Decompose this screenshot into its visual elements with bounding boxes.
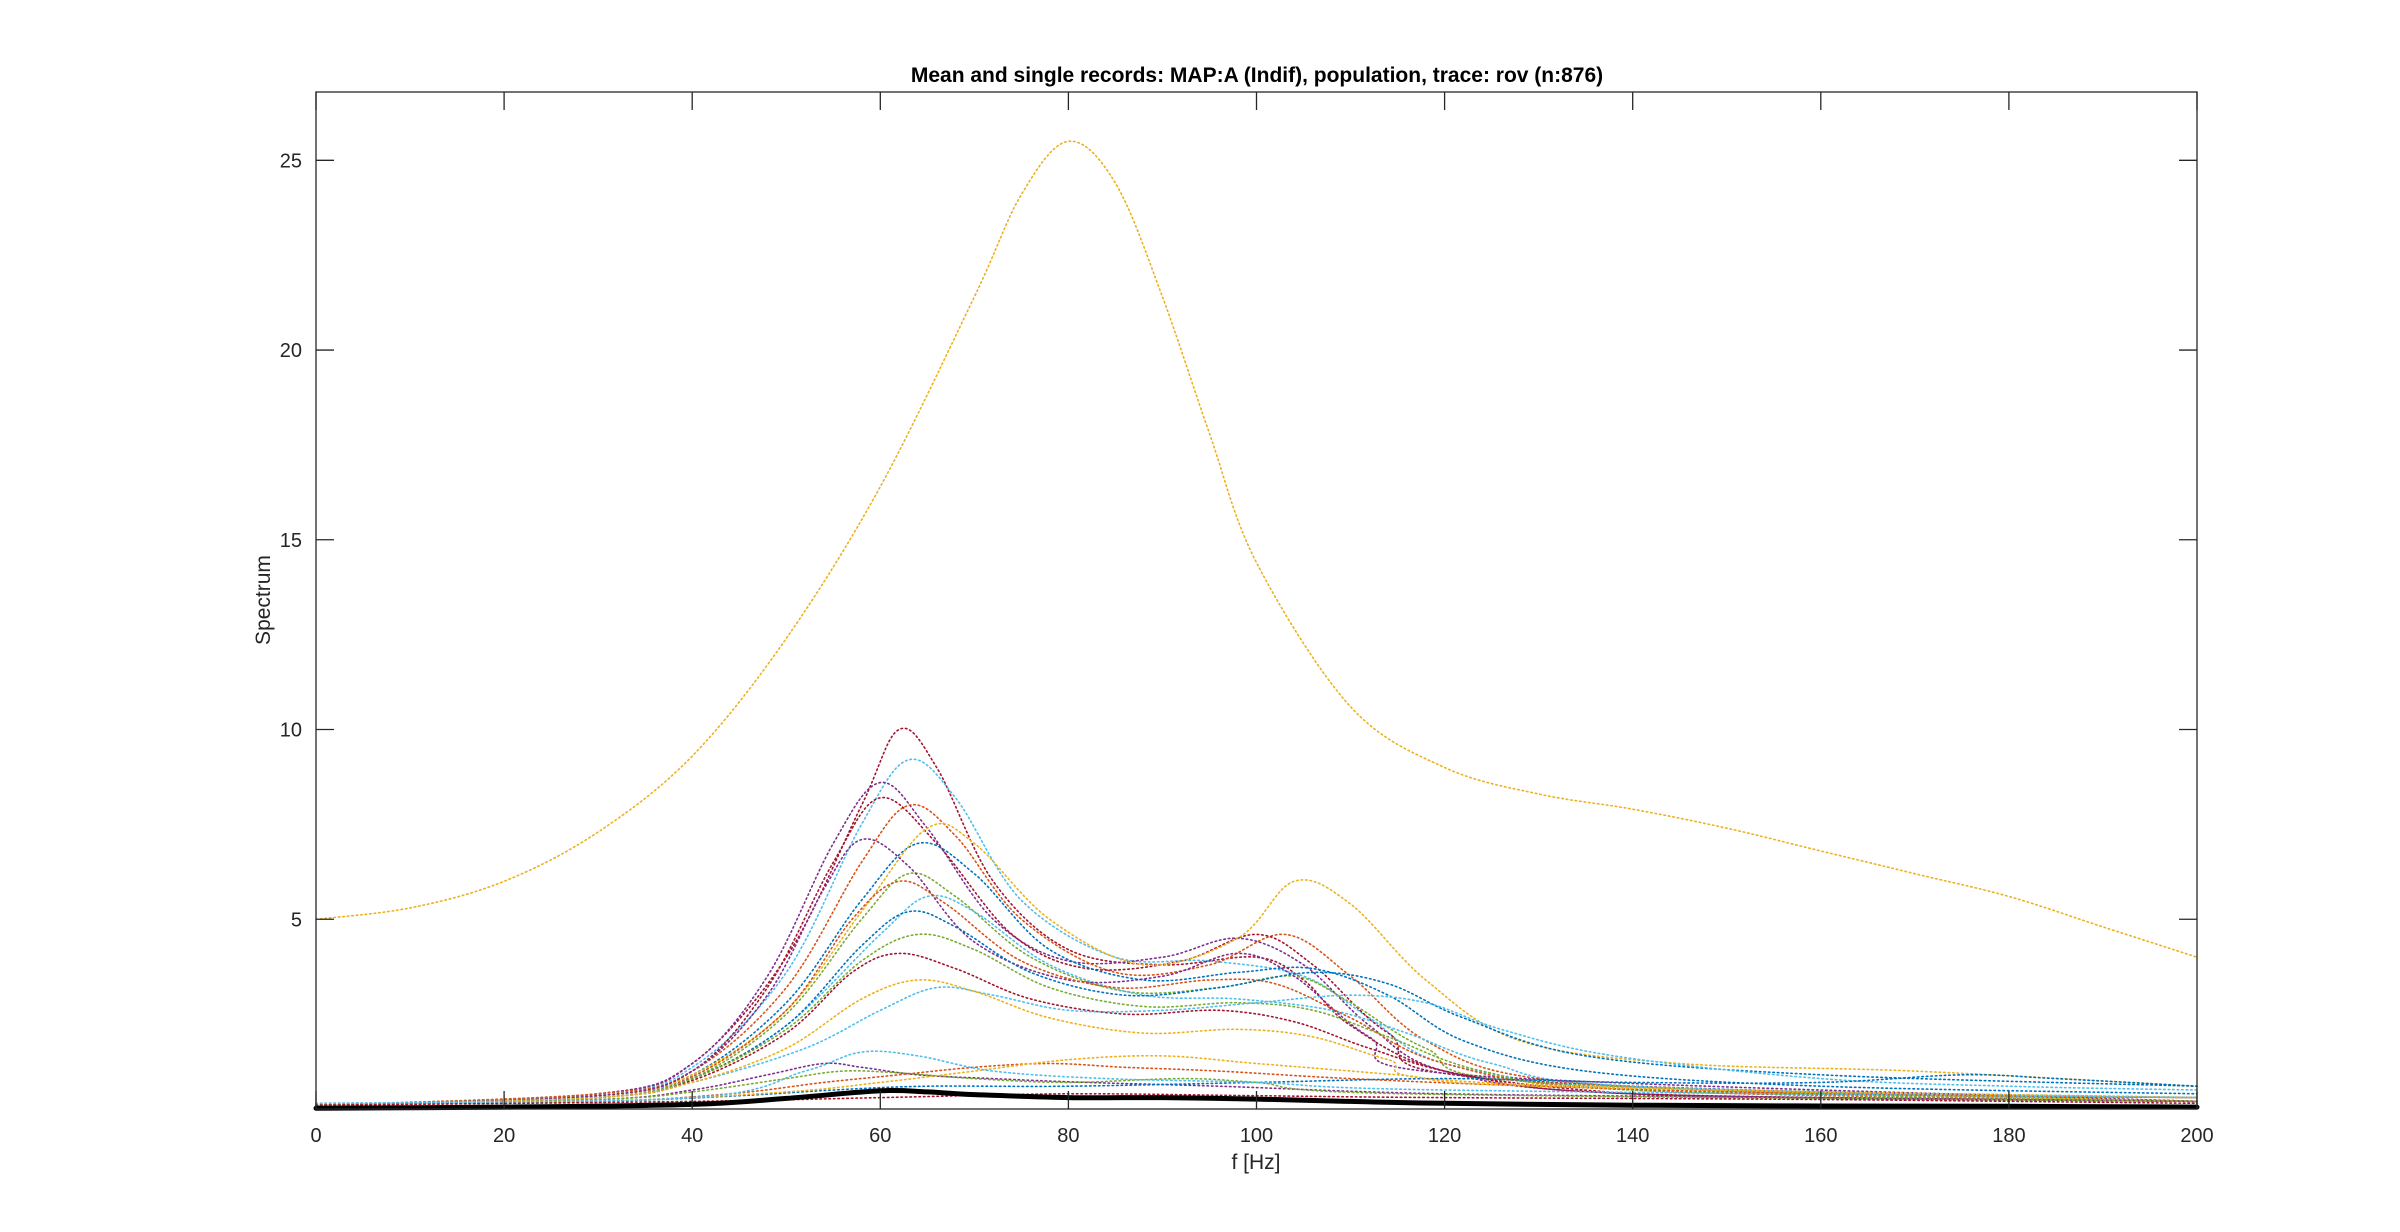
plot-background xyxy=(316,92,2197,1109)
y-axis: 5 10 15 20 25 xyxy=(280,150,2197,931)
y-tick-label: 5 xyxy=(291,909,302,931)
record-line-12 xyxy=(315,880,2198,1106)
x-axis: 0 20 40 60 80 100 120 140 160 180 200 xyxy=(310,92,2214,1147)
y-tick-label: 20 xyxy=(280,340,302,362)
x-axis-label: f [Hz] xyxy=(1231,1151,1280,1174)
y-axis-label: Spectrum xyxy=(252,555,275,645)
x-tick-label: 140 xyxy=(1616,1125,1649,1147)
record-line-6 xyxy=(315,796,2198,1106)
record-line-16 xyxy=(315,986,2198,1106)
plot-area: 0 20 40 60 80 100 120 140 160 180 200 5 10 15 20 25 xyxy=(280,91,2214,1147)
record-line-2 xyxy=(315,727,2198,1106)
record-line-1 xyxy=(315,140,2198,958)
record-line-23 xyxy=(315,1050,2198,1105)
record-line-17 xyxy=(315,979,2198,1106)
mean-record xyxy=(313,1087,2200,1111)
record-line-7 xyxy=(315,841,2198,1106)
record-line-9 xyxy=(315,822,2198,1106)
x-tick-label: 60 xyxy=(869,1125,891,1147)
y-tick-label: 10 xyxy=(280,720,302,742)
record-line-11 xyxy=(315,838,2198,1106)
x-tick-label: 180 xyxy=(1992,1125,2025,1147)
x-tick-label: 160 xyxy=(1804,1125,1837,1147)
y-tick-label: 15 xyxy=(280,530,302,552)
record-line-5 xyxy=(315,803,2198,1106)
x-tick-label: 80 xyxy=(1057,1125,1079,1147)
single-records xyxy=(315,140,2198,1106)
record-line-4 xyxy=(315,781,2198,1106)
x-tick-label: 0 xyxy=(310,1125,321,1147)
record-line-3 xyxy=(315,758,2198,1106)
chart-title: Mean and single records: MAP:A (Indif), … xyxy=(911,64,1603,87)
y-tick-label: 25 xyxy=(280,150,302,172)
x-tick-label: 100 xyxy=(1240,1125,1273,1147)
x-tick-label: 200 xyxy=(2180,1125,2213,1147)
record-line-15 xyxy=(315,952,2198,1106)
mean-line xyxy=(313,1087,2200,1111)
x-tick-label: 20 xyxy=(493,1125,515,1147)
x-tick-label: 40 xyxy=(681,1125,703,1147)
record-line-13 xyxy=(315,910,2198,1106)
x-tick-label: 120 xyxy=(1428,1125,1461,1147)
record-line-19 xyxy=(315,1069,2198,1106)
